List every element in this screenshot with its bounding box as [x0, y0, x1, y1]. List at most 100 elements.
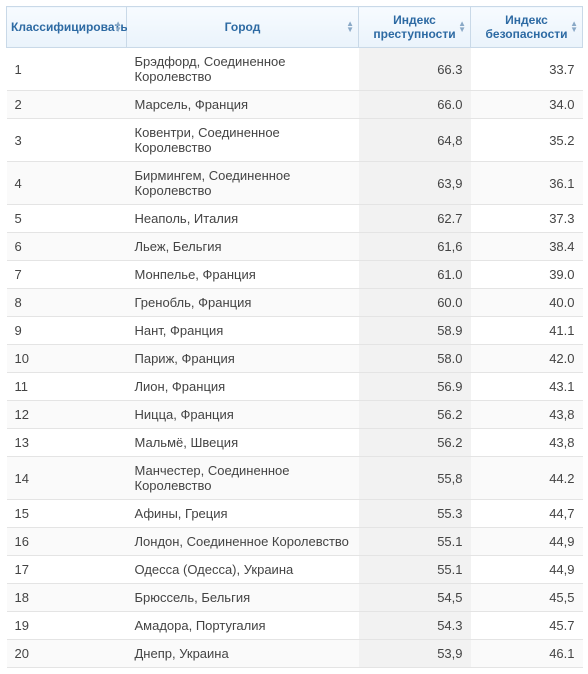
table-row: 10Париж, Франция58.042.0 [7, 345, 583, 373]
table-row: 20Днепр, Украина53,946.1 [7, 640, 583, 668]
col-label: Индекс преступности [373, 13, 455, 41]
cell-crime: 54.3 [359, 612, 471, 640]
col-header-safety[interactable]: Индекс безопасности ▲▼ [471, 7, 583, 48]
table-row: 14Манчестер, Соединенное Королевство55,8… [7, 457, 583, 500]
cell-rank: 15 [7, 500, 127, 528]
cell-rank: 10 [7, 345, 127, 373]
cell-city: Лондон, Соединенное Королевство [127, 528, 359, 556]
cell-city: Бирмингем, Соединенное Королевство [127, 162, 359, 205]
table-row: 15Афины, Греция55.344,7 [7, 500, 583, 528]
crime-index-table: Классифицировать ▲▼ Город ▲▼ Индекс прес… [6, 6, 583, 668]
table-row: 18Брюссель, Бельгия54,545,5 [7, 584, 583, 612]
cell-city: Одесса (Одесса), Украина [127, 556, 359, 584]
table-row: 4Бирмингем, Соединенное Королевство63,93… [7, 162, 583, 205]
cell-city: Амадора, Португалия [127, 612, 359, 640]
cell-safety: 43.1 [471, 373, 583, 401]
cell-crime: 58.9 [359, 317, 471, 345]
table-row: 11Лион, Франция56.943.1 [7, 373, 583, 401]
table-row: 19Амадора, Португалия54.345.7 [7, 612, 583, 640]
cell-safety: 44,7 [471, 500, 583, 528]
cell-rank: 2 [7, 91, 127, 119]
cell-city: Монпелье, Франция [127, 261, 359, 289]
cell-city: Днепр, Украина [127, 640, 359, 668]
cell-rank: 20 [7, 640, 127, 668]
cell-safety: 45.7 [471, 612, 583, 640]
cell-crime: 61.0 [359, 261, 471, 289]
cell-rank: 14 [7, 457, 127, 500]
cell-safety: 40.0 [471, 289, 583, 317]
cell-safety: 43,8 [471, 401, 583, 429]
cell-safety: 33.7 [471, 48, 583, 91]
cell-crime: 56.9 [359, 373, 471, 401]
cell-safety: 42.0 [471, 345, 583, 373]
cell-rank: 6 [7, 233, 127, 261]
col-header-city[interactable]: Город ▲▼ [127, 7, 359, 48]
sort-icon: ▲▼ [114, 21, 122, 33]
cell-crime: 56.2 [359, 429, 471, 457]
table-row: 6Льеж, Бельгия61,638.4 [7, 233, 583, 261]
cell-crime: 55.3 [359, 500, 471, 528]
table-row: 1Брэдфорд, Соединенное Королевство66.333… [7, 48, 583, 91]
cell-city: Париж, Франция [127, 345, 359, 373]
cell-rank: 11 [7, 373, 127, 401]
cell-safety: 39.0 [471, 261, 583, 289]
cell-safety: 34.0 [471, 91, 583, 119]
cell-rank: 9 [7, 317, 127, 345]
cell-rank: 12 [7, 401, 127, 429]
col-header-crime[interactable]: Индекс преступности ▲▼ [359, 7, 471, 48]
col-header-rank[interactable]: Классифицировать ▲▼ [7, 7, 127, 48]
cell-rank: 5 [7, 205, 127, 233]
cell-city: Ковентри, Соединенное Королевство [127, 119, 359, 162]
cell-rank: 4 [7, 162, 127, 205]
cell-rank: 7 [7, 261, 127, 289]
cell-city: Мальмё, Швеция [127, 429, 359, 457]
cell-city: Лион, Франция [127, 373, 359, 401]
cell-safety: 43,8 [471, 429, 583, 457]
cell-city: Брэдфорд, Соединенное Королевство [127, 48, 359, 91]
cell-city: Манчестер, Соединенное Королевство [127, 457, 359, 500]
table-row: 3Ковентри, Соединенное Королевство64,835… [7, 119, 583, 162]
cell-safety: 35.2 [471, 119, 583, 162]
cell-city: Афины, Греция [127, 500, 359, 528]
cell-safety: 38.4 [471, 233, 583, 261]
cell-crime: 55.1 [359, 528, 471, 556]
cell-rank: 8 [7, 289, 127, 317]
cell-rank: 19 [7, 612, 127, 640]
cell-crime: 66.0 [359, 91, 471, 119]
table-row: 17Одесса (Одесса), Украина55.144,9 [7, 556, 583, 584]
table-row: 12Ницца, Франция56.243,8 [7, 401, 583, 429]
cell-crime: 60.0 [359, 289, 471, 317]
cell-crime: 64,8 [359, 119, 471, 162]
cell-rank: 17 [7, 556, 127, 584]
table-row: 2Марсель, Франция66.034.0 [7, 91, 583, 119]
cell-rank: 18 [7, 584, 127, 612]
cell-crime: 55,8 [359, 457, 471, 500]
cell-crime: 53,9 [359, 640, 471, 668]
table-row: 5Неаполь, Италия62.737.3 [7, 205, 583, 233]
cell-rank: 3 [7, 119, 127, 162]
cell-crime: 63,9 [359, 162, 471, 205]
sort-icon: ▲▼ [346, 21, 354, 33]
cell-safety: 36.1 [471, 162, 583, 205]
col-label: Город [225, 20, 261, 34]
cell-crime: 56.2 [359, 401, 471, 429]
table-row: 7Монпелье, Франция61.039.0 [7, 261, 583, 289]
cell-safety: 44,9 [471, 556, 583, 584]
cell-safety: 46.1 [471, 640, 583, 668]
cell-city: Нант, Франция [127, 317, 359, 345]
table-row: 13Мальмё, Швеция56.243,8 [7, 429, 583, 457]
cell-crime: 62.7 [359, 205, 471, 233]
cell-crime: 66.3 [359, 48, 471, 91]
table-row: 9Нант, Франция58.941.1 [7, 317, 583, 345]
cell-crime: 55.1 [359, 556, 471, 584]
sort-icon: ▲▼ [570, 21, 578, 33]
cell-city: Льеж, Бельгия [127, 233, 359, 261]
table-row: 8Гренобль, Франция60.040.0 [7, 289, 583, 317]
cell-city: Брюссель, Бельгия [127, 584, 359, 612]
sort-icon: ▲▼ [458, 21, 466, 33]
table-row: 16Лондон, Соединенное Королевство55.144,… [7, 528, 583, 556]
col-label: Индекс безопасности [485, 13, 567, 41]
col-label: Классифицировать [11, 20, 128, 34]
cell-safety: 41.1 [471, 317, 583, 345]
cell-rank: 1 [7, 48, 127, 91]
